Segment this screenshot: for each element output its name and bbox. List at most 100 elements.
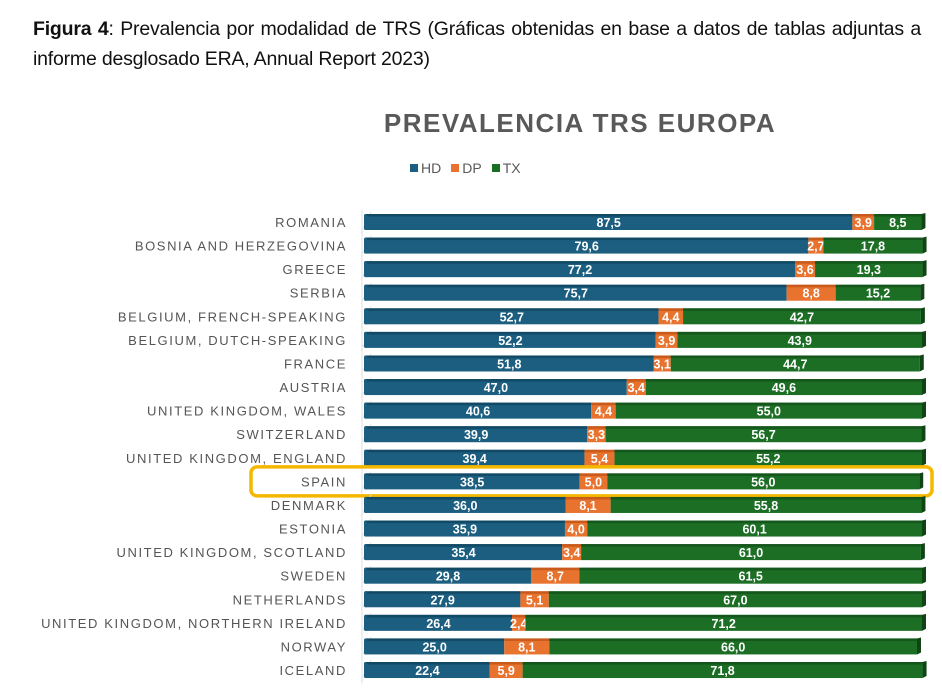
bar-bevel-dp xyxy=(653,355,671,358)
bar-segment-tx xyxy=(549,638,917,655)
bar-bevel-hd xyxy=(365,449,585,453)
legend-swatch-dp xyxy=(451,164,460,172)
bar-bevel-tx xyxy=(549,638,917,641)
bar-end-cap xyxy=(921,495,926,513)
bar-row: ESTONIA 35,9 4,0 60,1 xyxy=(279,518,926,540)
bar-bevel-tx xyxy=(610,496,922,500)
bar-row: UNITED KINGDOM, ENGLAND 39,4 5,4 55,2 xyxy=(126,447,926,470)
bar-segment-tx xyxy=(587,520,922,537)
bar-bevel-tx xyxy=(874,214,922,217)
value-label-hd: 40,6 xyxy=(466,405,490,419)
bar-start-cap xyxy=(364,308,367,325)
bar-bevel-dp xyxy=(565,496,611,500)
bar-bevel-hd xyxy=(365,355,654,358)
bar-bevel-tx xyxy=(615,402,922,406)
bar-segment-dp xyxy=(626,379,646,396)
bar-segment-tx xyxy=(610,496,922,513)
bar-end-cap xyxy=(916,637,921,655)
bar-segment-tx xyxy=(525,614,922,631)
bar-start-cap xyxy=(364,638,367,655)
value-label-hd: 47,0 xyxy=(484,381,508,395)
value-label-hd: 75,7 xyxy=(564,287,588,301)
category-label: SPAIN xyxy=(301,474,347,489)
bar-segment-dp xyxy=(808,237,824,254)
bar-bevel-hd xyxy=(365,496,566,500)
bar-row: BELGIUM, DUTCH-SPEAKING 52,2 3,9 43,9 xyxy=(128,329,926,352)
bar-start-cap xyxy=(364,544,367,561)
value-label-hd: 35,4 xyxy=(451,546,475,560)
bar-row: FRANCE 51,8 3,1 44,7 xyxy=(284,353,924,375)
bar-segment-tx xyxy=(645,379,922,396)
bar-bevel-hd xyxy=(365,331,656,335)
category-label: ROMANIA xyxy=(275,215,347,230)
bar-segment-dp xyxy=(562,544,582,561)
value-label-tx: 8,5 xyxy=(889,216,906,230)
bar-row: SPAIN 38,5 5,0 56,0 xyxy=(301,471,924,493)
bar-segment-tx xyxy=(522,662,923,679)
bar-end-cap xyxy=(919,472,924,490)
category-label: BELGIUM, DUTCH-SPEAKING xyxy=(128,333,347,348)
bar-bevel-hd xyxy=(365,426,588,429)
value-label-hd: 51,8 xyxy=(497,357,521,371)
bar-bevel-dp xyxy=(786,284,836,288)
figure-caption-text: : Prevalencia por modalidad de TRS (Gráf… xyxy=(33,18,922,70)
value-label-dp: 2,4 xyxy=(510,617,527,631)
legend-item-hd: HD xyxy=(410,160,441,176)
bar-segment-tx xyxy=(605,426,922,443)
bar-segment-tx xyxy=(670,355,920,372)
bar-bevel-tx xyxy=(605,426,922,429)
bar-bevel-tx xyxy=(607,473,920,476)
value-label-tx: 55,2 xyxy=(756,452,780,466)
bar-row: AUSTRIA 47,0 3,4 49,6 xyxy=(279,376,926,399)
value-label-hd: 79,6 xyxy=(575,240,599,254)
bar-bevel-dp xyxy=(655,331,678,335)
value-label-hd: 39,4 xyxy=(463,452,487,466)
bar-end-cap xyxy=(920,307,925,325)
value-label-tx: 67,0 xyxy=(723,593,747,607)
bar-bevel-dp xyxy=(626,379,646,382)
bar-end-cap xyxy=(922,519,926,537)
bar-segment-tx xyxy=(874,214,922,230)
value-label-tx: 44,7 xyxy=(783,357,807,371)
bar-segment-dp xyxy=(530,567,580,584)
bar-bevel-hd xyxy=(365,520,565,524)
bar-end-cap xyxy=(919,354,924,372)
bar-bevel-tx xyxy=(815,261,923,264)
bar-row: UNITED KINGDOM, NORTHERN IRELAND 26,4 2,4 7… xyxy=(41,612,926,635)
value-label-tx: 15,2 xyxy=(866,287,890,301)
bar-start-cap xyxy=(364,426,367,443)
bar-bevel-tx xyxy=(548,591,922,594)
bar-segment-hd xyxy=(365,284,787,301)
bar-start-cap xyxy=(364,520,367,537)
bar-segment-dp xyxy=(786,284,836,301)
bar-bevel-hd xyxy=(365,591,521,594)
figure-caption: Figura 4: Prevalencia por modalidad de T… xyxy=(33,14,921,74)
bar-end-cap xyxy=(921,425,926,443)
value-label-tx: 61,5 xyxy=(739,570,763,584)
bar-segment-tx xyxy=(581,544,921,561)
bar-bevel-tx xyxy=(525,614,922,618)
bar-segment-hd xyxy=(365,426,588,443)
value-label-hd: 26,4 xyxy=(426,617,450,631)
bar-row: NORWAY 25,0 8,1 66,0 xyxy=(281,636,921,658)
category-label: UNITED KINGDOM, WALES xyxy=(147,404,347,419)
value-label-hd: 35,9 xyxy=(453,523,477,537)
bar-segment-dp xyxy=(565,496,611,513)
value-label-tx: 55,8 xyxy=(754,499,778,513)
value-label-tx: 60,1 xyxy=(742,523,766,537)
bar-row: UNITED KINGDOM, SCOTLAND 35,4 3,4 61,0 xyxy=(116,541,925,564)
bar-bevel-tx xyxy=(835,284,921,288)
category-label: SWEDEN xyxy=(280,569,347,584)
bar-bevel-tx xyxy=(823,237,923,241)
bar-segment-hd xyxy=(365,449,585,466)
bar-end-cap xyxy=(922,613,926,631)
bar-segment-hd xyxy=(365,473,580,490)
value-label-hd: 36,0 xyxy=(453,499,477,513)
bar-segment-tx xyxy=(677,331,922,348)
bar-bevel-dp xyxy=(852,214,875,217)
bar-start-cap xyxy=(364,662,367,679)
bar-segment-dp xyxy=(795,261,816,278)
value-label-hd: 39,9 xyxy=(464,428,488,442)
value-label-tx: 19,3 xyxy=(857,263,881,277)
category-label: UNITED KINGDOM, ENGLAND xyxy=(126,451,347,466)
